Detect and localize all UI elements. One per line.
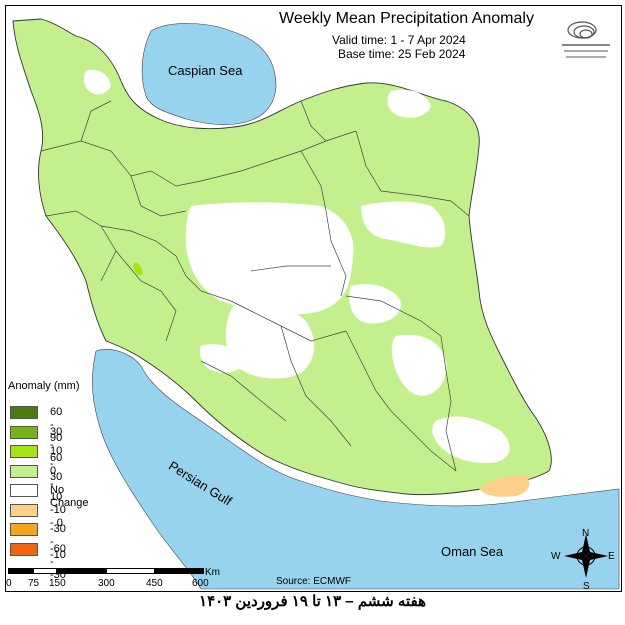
- legend-label: -10 - 0: [50, 503, 66, 529]
- scale-tick-75: 75: [28, 578, 40, 589]
- persian-gulf-and-oman-sea: [92, 349, 620, 590]
- scale-unit: Km: [205, 567, 220, 578]
- iran-precipitation-map: [12, 18, 620, 590]
- valid-time: Valid time: 1 - 7 Apr 2024: [332, 33, 466, 47]
- legend-swatch: [10, 425, 38, 439]
- legend-swatch: [10, 542, 38, 556]
- legend-label: 30 - 60: [50, 425, 63, 464]
- compass-north-label: N: [582, 528, 590, 539]
- negative-anomaly-area: [479, 475, 530, 497]
- caspian-sea-label: Caspian Sea: [168, 63, 243, 78]
- data-source: Source: ECMWF: [276, 576, 352, 587]
- compass-east-label: E: [608, 551, 615, 562]
- legend-label: -60 - -30: [50, 542, 66, 581]
- anomaly-10-30-patch: [133, 262, 143, 276]
- legend-label: 0 - 10: [50, 464, 63, 503]
- scale-tick-0: 0: [6, 578, 12, 589]
- map-title: Weekly Mean Precipitation Anomaly: [279, 10, 534, 27]
- oman-sea-label: Oman Sea: [441, 544, 504, 559]
- compass-south-label: S: [583, 581, 590, 592]
- legend-swatch: [10, 503, 38, 517]
- compass-west-label: W: [551, 551, 561, 562]
- legend-title: Anomaly (mm): [8, 380, 80, 392]
- legend-swatch: [10, 464, 38, 478]
- scale-bar: [8, 568, 204, 574]
- institute-logo: [562, 21, 610, 58]
- caspian-sea: [141, 23, 277, 125]
- legend-label: 60 - 90: [50, 406, 63, 444]
- legend-swatch: [10, 406, 38, 419]
- no-change-areas: [83, 69, 510, 464]
- legend-label: -30 - -10: [50, 523, 66, 561]
- legend-label: 10 - 30: [50, 445, 63, 483]
- map-frame: Caspian Sea Persian Gulf Oman Sea N S E …: [5, 5, 622, 592]
- scale-tick-600: 600: [192, 578, 209, 589]
- base-time: Base time: 25 Feb 2024: [338, 47, 466, 61]
- scale-tick-150: 150: [49, 578, 66, 589]
- compass-rose: [564, 534, 608, 578]
- scale-tick-450: 450: [146, 578, 163, 589]
- legend-swatch: [10, 484, 38, 497]
- footer-caption: هفته ششم – ۱۳ تا ۱۹ فروردین ۱۴۰۳: [199, 593, 426, 610]
- legend-swatch: [10, 445, 38, 458]
- legend-swatch: [10, 523, 38, 536]
- scale-tick-300: 300: [98, 578, 115, 589]
- legend-label: No Change: [50, 484, 89, 509]
- province-borders: [40, 100, 470, 472]
